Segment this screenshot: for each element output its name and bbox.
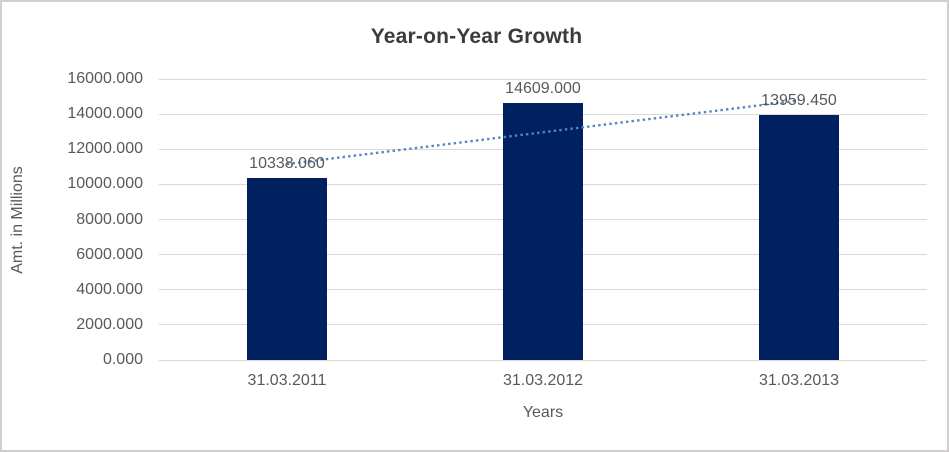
trendline <box>286 99 800 166</box>
x-tick-label: 31.03.2012 <box>502 372 584 389</box>
y-tick-label: 0.000 <box>102 351 143 368</box>
bar-value-label: 13959.450 <box>761 91 837 109</box>
bar <box>503 103 583 360</box>
y-tick-label: 14000.000 <box>67 105 143 123</box>
y-axis-title: Amt. in Millions <box>9 166 26 274</box>
y-tick-label: 10000.000 <box>67 175 143 193</box>
bar <box>247 178 327 360</box>
bar-value-label: 14609.000 <box>505 80 581 98</box>
y-tick-label: 2000.000 <box>76 315 143 333</box>
x-axis-title: Years <box>522 404 564 421</box>
x-tick-label: 31.03.2011 <box>247 372 327 389</box>
y-tick-label: 8000.000 <box>76 210 143 228</box>
y-tick-label: 12000.000 <box>67 140 143 158</box>
y-tick-label: 4000.000 <box>76 280 143 298</box>
bar-value-label: 10338.060 <box>249 155 325 173</box>
bar <box>759 114 839 360</box>
plot-area <box>159 78 927 361</box>
y-gridline <box>159 359 927 361</box>
y-gridline <box>159 78 927 80</box>
x-tick-label: 31.03.2013 <box>758 372 840 389</box>
trendline-dotted-line <box>286 99 800 166</box>
chart-title: Year-on-Year Growth <box>370 25 583 48</box>
y-tick-label: 16000.000 <box>67 70 143 87</box>
y-tick-label: 6000.000 <box>76 245 143 263</box>
